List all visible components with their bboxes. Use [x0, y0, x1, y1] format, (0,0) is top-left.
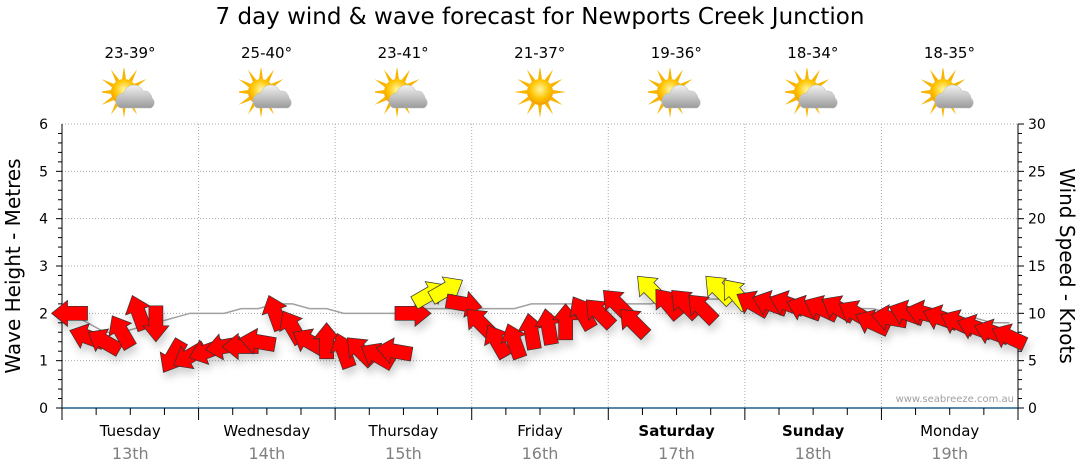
wind-arrow [50, 299, 88, 328]
y2-tick-label: 15 [1028, 259, 1046, 275]
date-label: 18th [795, 444, 832, 463]
day-forecast: 23-41° [335, 44, 471, 118]
day-forecast: 23-39° [62, 44, 198, 118]
partly-cloudy-icon [102, 68, 155, 118]
partly-cloudy-icon [921, 68, 974, 118]
day-forecast: 18-35° [881, 44, 1017, 118]
date-label: 17th [658, 444, 695, 463]
day-forecast: 18-34° [745, 44, 881, 118]
y2-tick-label: 10 [1028, 306, 1046, 322]
y2-tick-label: 30 [1028, 117, 1046, 133]
y-tick-label: 5 [39, 164, 48, 180]
y-tick-label: 0 [39, 401, 48, 417]
date-label: 14th [248, 444, 285, 463]
partly-cloudy-icon [648, 68, 701, 118]
wind-arrow [375, 337, 414, 365]
date-label: 15th [385, 444, 422, 463]
watermark: www.seabreeze.com.au [896, 394, 1014, 405]
partly-cloudy-icon [784, 68, 838, 118]
date-label: 16th [522, 444, 559, 463]
day-forecast: 19-36° [608, 44, 744, 118]
y-tick-label: 4 [39, 212, 48, 228]
y2-axis-label: Wind Speed - Knots [1055, 168, 1079, 364]
wind-arrow [108, 315, 137, 351]
day-forecast: 25-40° [199, 44, 335, 118]
wind-arrow [142, 305, 170, 343]
day-label: Monday [920, 422, 979, 440]
temperature-range: 23-41° [377, 44, 429, 62]
temperature-range: 21-37° [514, 44, 566, 62]
wind-arrow [991, 323, 1029, 351]
partly-cloudy-icon [375, 68, 428, 118]
day-label: Thursday [368, 422, 439, 440]
temperature-range: 18-34° [787, 44, 839, 62]
wind-arrow [585, 299, 618, 331]
y-tick-label: 2 [39, 306, 48, 322]
y-tick-label: 6 [39, 117, 48, 133]
wind-arrow [239, 327, 277, 355]
y-tick-label: 1 [39, 354, 48, 370]
day-label: Sunday [782, 422, 845, 440]
partly-cloudy-icon [238, 68, 292, 118]
wind-arrow [427, 276, 464, 305]
wind-arrow [569, 296, 598, 333]
y2-tick-label: 5 [1028, 354, 1037, 370]
wind-arrow [688, 294, 720, 327]
day-label: Friday [517, 422, 563, 440]
date-label: 19th [931, 444, 968, 463]
temperature-range: 23-39° [104, 44, 156, 62]
day-label: Tuesday [99, 422, 161, 440]
temperature-range: 25-40° [241, 44, 293, 62]
day-label: Wednesday [223, 422, 310, 440]
y-tick-label: 3 [39, 259, 48, 275]
y2-tick-label: 0 [1028, 401, 1037, 417]
chart-title: 7 day wind & wave forecast for Newports … [215, 4, 865, 30]
date-label: 13th [112, 444, 149, 463]
wind-arrow [620, 308, 652, 341]
temperature-range: 19-36° [650, 44, 702, 62]
sunny-icon [513, 68, 566, 118]
temperature-range: 18-35° [923, 44, 975, 62]
day-forecast: 21-37° [472, 44, 608, 118]
y-axis-label: Wave Height - Metres [1, 158, 25, 373]
y2-tick-label: 20 [1028, 212, 1046, 228]
day-label: Saturday [638, 422, 715, 440]
y2-tick-label: 25 [1028, 164, 1046, 180]
wind-arrow [500, 323, 528, 361]
